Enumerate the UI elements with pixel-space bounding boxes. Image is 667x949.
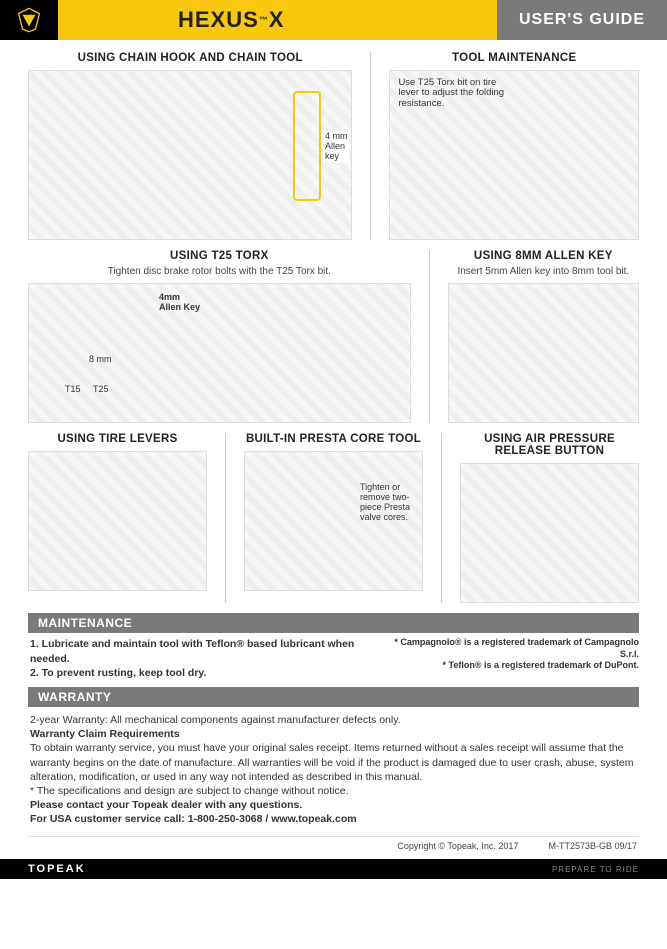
label-t15: T15 bbox=[65, 384, 81, 394]
section-torx: USING T25 TORX Tighten disc brake rotor … bbox=[28, 250, 411, 423]
section-air-release: USING AIR PRESSURE RELEASE BUTTON bbox=[460, 433, 639, 603]
maintenance-content: 1. Lubricate and maintain tool with Tefl… bbox=[28, 637, 639, 681]
maint-item-1: 1. Lubricate and maintain tool with Tefl… bbox=[30, 637, 370, 666]
product-title: HEXUS™ X bbox=[58, 0, 497, 40]
brand-logo bbox=[0, 0, 58, 40]
section-title: USING TIRE LEVERS bbox=[28, 433, 207, 445]
section-presta: BUILT-IN PRESTA CORE TOOL Tighten or rem… bbox=[244, 433, 423, 603]
bottom-meta: Copyright © Topeak, Inc. 2017 M-TT2573B-… bbox=[28, 836, 639, 855]
content-area: USING CHAIN HOOK AND CHAIN TOOL 4 mm All… bbox=[0, 40, 667, 859]
row-3: USING TIRE LEVERS BUILT-IN PRESTA CORE T… bbox=[28, 433, 639, 603]
warranty-bar: WARRANTY bbox=[28, 687, 639, 707]
row-2: USING T25 TORX Tighten disc brake rotor … bbox=[28, 250, 639, 423]
section-title: USING AIR PRESSURE RELEASE BUTTON bbox=[460, 433, 639, 457]
section-8mm-allen: USING 8MM ALLEN KEY Insert 5mm Allen key… bbox=[448, 250, 639, 423]
divider bbox=[429, 250, 430, 423]
illustration-chain: 4 mm Allen key bbox=[28, 70, 352, 240]
section-tool-maintenance: TOOL MAINTENANCE Use T25 Torx bit on tir… bbox=[389, 52, 639, 240]
section-subcaption: Insert 5mm Allen key into 8mm tool bit. bbox=[448, 266, 639, 277]
warranty-line1: 2-year Warranty: All mechanical componen… bbox=[30, 713, 637, 727]
trademark-footnotes: * Campagnolo® is a registered trademark … bbox=[392, 637, 639, 681]
illustration-air bbox=[460, 463, 639, 603]
section-title: USING T25 TORX bbox=[28, 250, 411, 262]
maint-item-2: 2. To prevent rusting, keep tool dry. bbox=[30, 666, 370, 681]
section-title: USING 8MM ALLEN KEY bbox=[448, 250, 639, 262]
illustration-presta: Tighten or remove two-piece Presta valve… bbox=[244, 451, 423, 591]
diagram-placeholder bbox=[460, 463, 639, 603]
footer-bar: TOPEAK PREPARE TO RIDE bbox=[0, 859, 667, 879]
section-title: BUILT-IN PRESTA CORE TOOL bbox=[244, 433, 423, 445]
label-8mm: 8 mm bbox=[89, 354, 112, 364]
part-number: M-TT2573B-GB 09/17 bbox=[548, 841, 637, 851]
diagram-placeholder: 4mm Allen Key 8 mm T15 T25 bbox=[28, 283, 411, 423]
warranty-contact2: For USA customer service call: 1-800-250… bbox=[30, 812, 637, 826]
illustration-tire bbox=[28, 451, 207, 591]
illustration-torx: 4mm Allen Key 8 mm T15 T25 bbox=[28, 283, 411, 423]
warranty-claim-title: Warranty Claim Requirements bbox=[30, 727, 637, 741]
footnote-1: * Campagnolo® is a registered trademark … bbox=[392, 637, 639, 660]
section-subcaption: Tighten disc brake rotor bolts with the … bbox=[28, 266, 411, 277]
section-tire-levers: USING TIRE LEVERS bbox=[28, 433, 207, 603]
divider bbox=[225, 433, 226, 603]
footer-tagline: PREPARE TO RIDE bbox=[552, 865, 639, 874]
title-suffix: X bbox=[269, 7, 285, 33]
users-guide-label: USER'S GUIDE bbox=[497, 0, 667, 40]
title-prefix: HEXUS bbox=[178, 7, 259, 33]
title-tm: ™ bbox=[259, 15, 269, 25]
diagram-placeholder bbox=[28, 451, 207, 591]
maintenance-list: 1. Lubricate and maintain tool with Tefl… bbox=[28, 637, 372, 681]
highlight-box bbox=[293, 91, 321, 201]
illustration-8mm bbox=[448, 283, 639, 423]
warranty-contact1: Please contact your Topeak dealer with a… bbox=[30, 798, 637, 812]
header-bar: HEXUS™ X USER'S GUIDE bbox=[0, 0, 667, 40]
warranty-spec: * The specifications and design are subj… bbox=[30, 784, 637, 798]
maintenance-bar: MAINTENANCE bbox=[28, 613, 639, 633]
presta-desc: Tighten or remove two-piece Presta valve… bbox=[358, 482, 418, 524]
warranty-text: 2-year Warranty: All mechanical componen… bbox=[28, 711, 639, 832]
callout-4mm: 4 mm Allen key bbox=[323, 131, 350, 163]
section-title: TOOL MAINTENANCE bbox=[389, 52, 639, 64]
divider bbox=[370, 52, 371, 240]
diagram-placeholder: Tighten or remove two-piece Presta valve… bbox=[244, 451, 423, 591]
section-title: USING CHAIN HOOK AND CHAIN TOOL bbox=[28, 52, 352, 64]
diagram-placeholder: Use T25 Torx bit on tire lever to adjust… bbox=[389, 70, 639, 240]
topeak-shield-icon bbox=[16, 7, 42, 33]
label-4mm-allen: 4mm Allen Key bbox=[159, 292, 200, 312]
footnote-2: * Teflon® is a registered trademark of D… bbox=[392, 660, 639, 672]
label-t25: T25 bbox=[93, 384, 109, 394]
section-chain: USING CHAIN HOOK AND CHAIN TOOL 4 mm All… bbox=[28, 52, 352, 240]
row-1: USING CHAIN HOOK AND CHAIN TOOL 4 mm All… bbox=[28, 52, 639, 240]
diagram-placeholder: 4 mm Allen key bbox=[28, 70, 352, 240]
illustration-maintenance: Use T25 Torx bit on tire lever to adjust… bbox=[389, 70, 639, 240]
divider bbox=[441, 433, 442, 603]
diagram-placeholder bbox=[448, 283, 639, 423]
maintenance-desc: Use T25 Torx bit on tire lever to adjust… bbox=[396, 77, 506, 110]
footer-brand: TOPEAK bbox=[28, 863, 86, 875]
warranty-body: To obtain warranty service, you must hav… bbox=[30, 741, 637, 784]
copyright: Copyright © Topeak, Inc. 2017 bbox=[397, 841, 518, 851]
